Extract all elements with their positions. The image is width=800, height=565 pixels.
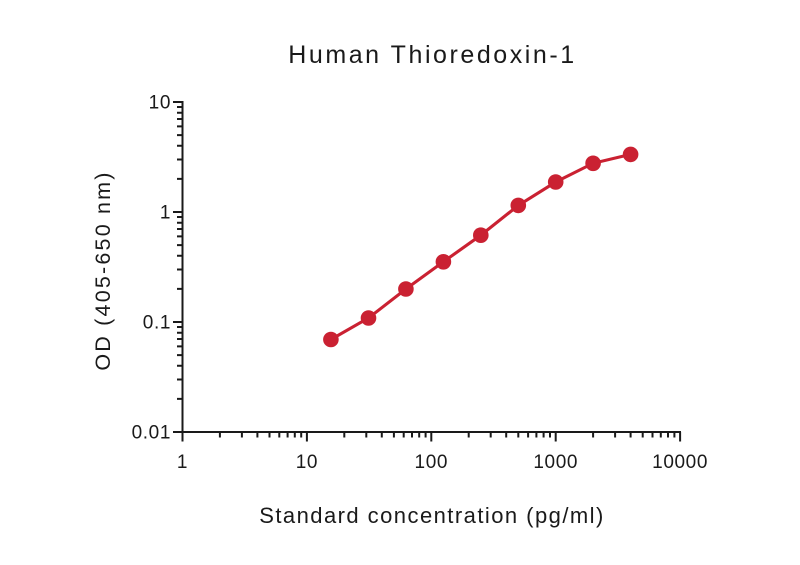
svg-text:1: 1 <box>177 452 188 473</box>
svg-text:100: 100 <box>415 452 449 473</box>
svg-text:Standard concentration (pg/ml): Standard concentration (pg/ml) <box>259 503 605 528</box>
svg-text:10000: 10000 <box>652 452 708 473</box>
svg-text:10: 10 <box>296 452 318 473</box>
svg-text:10: 10 <box>149 93 171 114</box>
svg-text:OD (405-650 nm): OD (405-650 nm) <box>91 170 115 370</box>
svg-text:1000: 1000 <box>533 452 578 473</box>
svg-text:0.1: 0.1 <box>143 313 171 334</box>
svg-text:0.01: 0.01 <box>132 423 171 444</box>
svg-text:1: 1 <box>160 203 171 224</box>
svg-text:Human Thioredoxin-1: Human Thioredoxin-1 <box>288 41 576 69</box>
